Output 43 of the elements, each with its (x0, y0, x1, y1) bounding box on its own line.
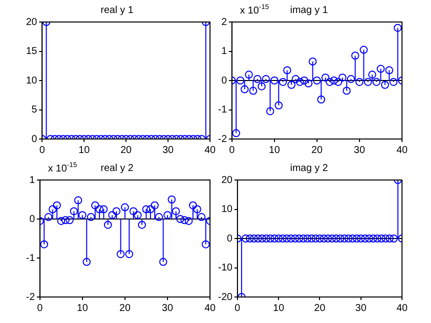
x-tick-label: 40 (204, 144, 216, 156)
x-tick-label: 30 (162, 302, 174, 314)
y-tick-label: 0 (226, 233, 233, 244)
y-tick-label: 0 (32, 134, 38, 145)
y-tick-label: -1 (26, 252, 36, 264)
x-tick-label: 40 (396, 144, 408, 156)
y-tick-label: 10 (26, 75, 38, 86)
y-tick-label: 0 (221, 75, 228, 86)
text: x 10$^{-15}$ (48, 162, 78, 174)
y-tick-label: -2 (26, 292, 36, 303)
x-tick-label: 20 (120, 144, 132, 156)
chart-title: real y 2 (100, 162, 134, 174)
y-tick-label: 10 (221, 204, 233, 215)
x-tick-label: 10 (273, 302, 285, 314)
x-tick-label: 30 (354, 144, 366, 156)
chart-title: imag y 2 (290, 162, 328, 174)
x-tick-label: 0 (39, 144, 46, 156)
chart-title: real y 1 (100, 4, 134, 16)
y-tick-label: 2 (221, 16, 228, 28)
x-tick-label: 10 (78, 144, 90, 156)
y-tick-label: 15 (26, 46, 38, 57)
x-tick-label: 10 (76, 302, 88, 314)
y-tick-label: 20 (221, 174, 233, 186)
chart-title: imag y 1 (290, 4, 328, 16)
y-tick-label: 0 (29, 214, 36, 225)
y-tick-label: -2 (218, 134, 228, 145)
x-tick-label: 20 (119, 302, 131, 314)
x-tick-label: 10 (268, 144, 280, 156)
x-tick-label: 20 (314, 302, 326, 314)
y-tick-label: -1 (218, 104, 228, 116)
y-tick-label: -10 (218, 262, 233, 274)
x-tick-label: 20 (311, 144, 323, 156)
y-tick-label: -20 (218, 292, 233, 303)
y-tick-label: 1 (29, 174, 36, 186)
text: x 10$^{-15}$ (240, 4, 270, 16)
y-tick-label: 20 (26, 16, 38, 28)
x-tick-label: 40 (204, 302, 216, 314)
x-tick-label: 0 (234, 302, 241, 314)
x-tick-label: 40 (396, 302, 408, 314)
y-tick-label: 1 (221, 46, 228, 57)
y-tick-label: 5 (32, 104, 38, 116)
x-tick-label: 30 (355, 302, 367, 314)
x-tick-label: 30 (162, 144, 174, 156)
